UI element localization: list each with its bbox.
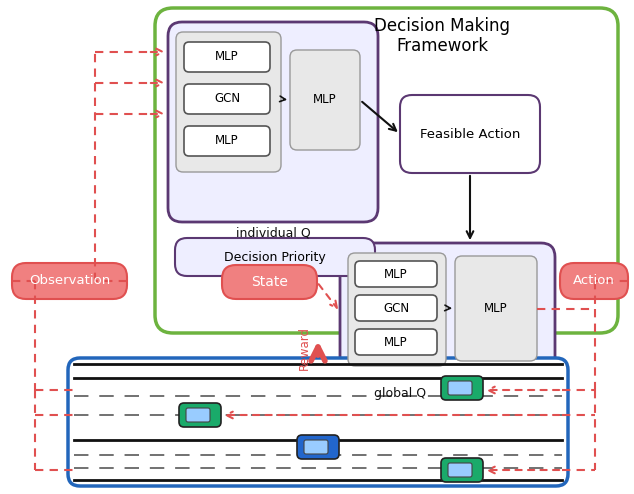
Text: MLP: MLP [384, 267, 408, 281]
FancyBboxPatch shape [12, 263, 127, 299]
FancyBboxPatch shape [297, 435, 339, 459]
FancyBboxPatch shape [340, 243, 555, 381]
FancyBboxPatch shape [560, 263, 628, 299]
Text: Action: Action [573, 275, 615, 288]
FancyBboxPatch shape [176, 32, 281, 172]
FancyBboxPatch shape [448, 463, 472, 477]
FancyBboxPatch shape [186, 408, 210, 422]
FancyBboxPatch shape [68, 358, 568, 486]
Text: Reward: Reward [297, 326, 311, 370]
FancyBboxPatch shape [184, 42, 270, 72]
Text: MLP: MLP [484, 302, 508, 315]
Text: Decision Priority: Decision Priority [224, 250, 326, 263]
FancyBboxPatch shape [184, 84, 270, 114]
FancyBboxPatch shape [400, 95, 540, 173]
Text: MLP: MLP [384, 335, 408, 348]
Text: GCN: GCN [383, 301, 409, 315]
FancyBboxPatch shape [448, 381, 472, 395]
Text: individual Q: individual Q [236, 227, 311, 240]
FancyBboxPatch shape [222, 265, 317, 299]
FancyBboxPatch shape [179, 403, 221, 427]
Text: MLP: MLP [313, 93, 337, 107]
Text: Observation: Observation [29, 275, 110, 288]
FancyBboxPatch shape [290, 50, 360, 150]
Text: State: State [251, 275, 288, 289]
FancyBboxPatch shape [355, 261, 437, 287]
Text: MLP: MLP [215, 50, 239, 64]
FancyBboxPatch shape [355, 295, 437, 321]
FancyBboxPatch shape [184, 126, 270, 156]
Text: Decision Making
Framework: Decision Making Framework [374, 17, 510, 55]
FancyBboxPatch shape [455, 256, 537, 361]
Text: MLP: MLP [215, 134, 239, 148]
FancyBboxPatch shape [355, 329, 437, 355]
Text: Feasible Action: Feasible Action [420, 127, 520, 140]
FancyBboxPatch shape [304, 440, 328, 454]
FancyBboxPatch shape [348, 253, 446, 366]
FancyBboxPatch shape [175, 238, 375, 276]
FancyBboxPatch shape [168, 22, 378, 222]
FancyBboxPatch shape [155, 8, 618, 333]
Text: GCN: GCN [214, 92, 240, 106]
FancyBboxPatch shape [441, 376, 483, 400]
FancyBboxPatch shape [441, 458, 483, 482]
Text: global Q: global Q [374, 386, 426, 400]
